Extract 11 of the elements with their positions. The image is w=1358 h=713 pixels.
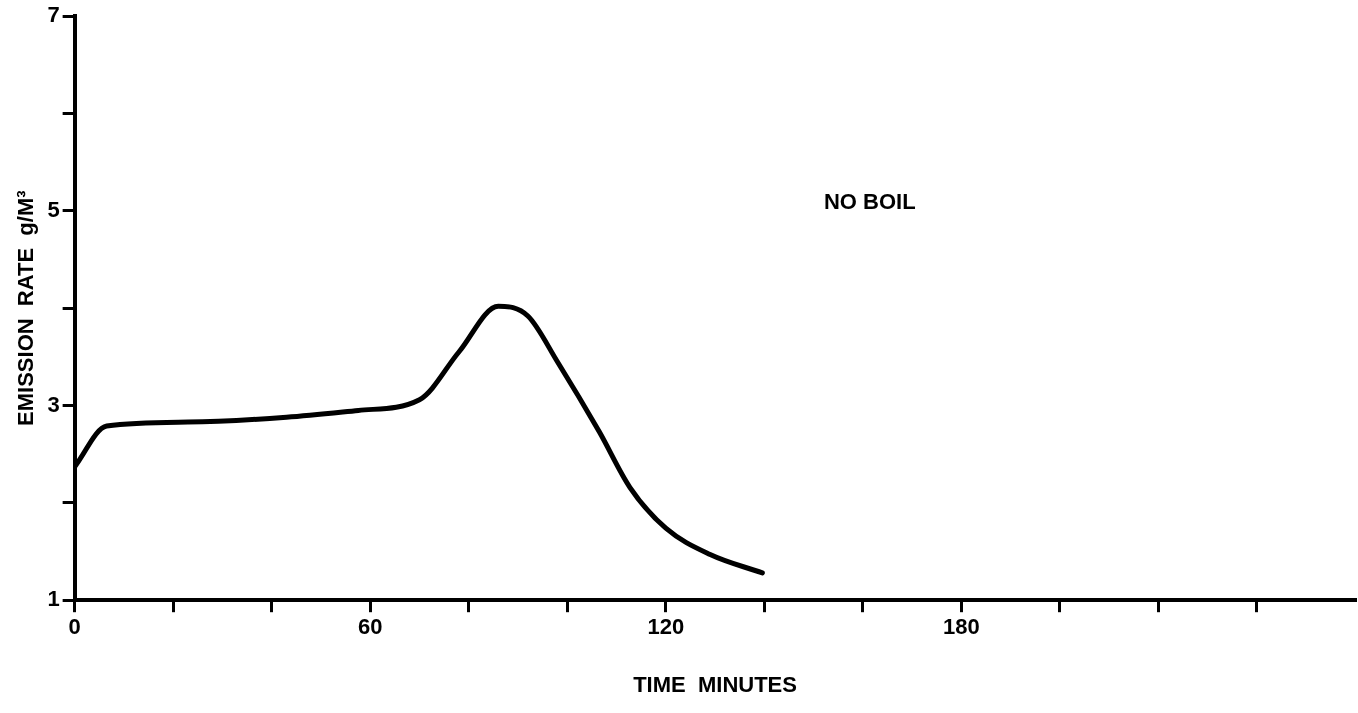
y-tick-label: 7 [47,2,60,28]
x-tick-label: 120 [647,614,685,640]
y-tick-label: 5 [47,196,60,222]
x-tick-label: 180 [943,614,980,640]
y-tick-label: 1 [47,586,60,612]
x-axis-title: TIME MINUTES [633,671,797,697]
x-tick-label: 0 [68,614,81,640]
y-axis-title: EMISSION RATE g/M³ [13,190,39,426]
y-tick-label: 3 [47,391,60,417]
annotation: NO BOIL [823,189,916,215]
x-tick-label: 60 [357,614,383,640]
